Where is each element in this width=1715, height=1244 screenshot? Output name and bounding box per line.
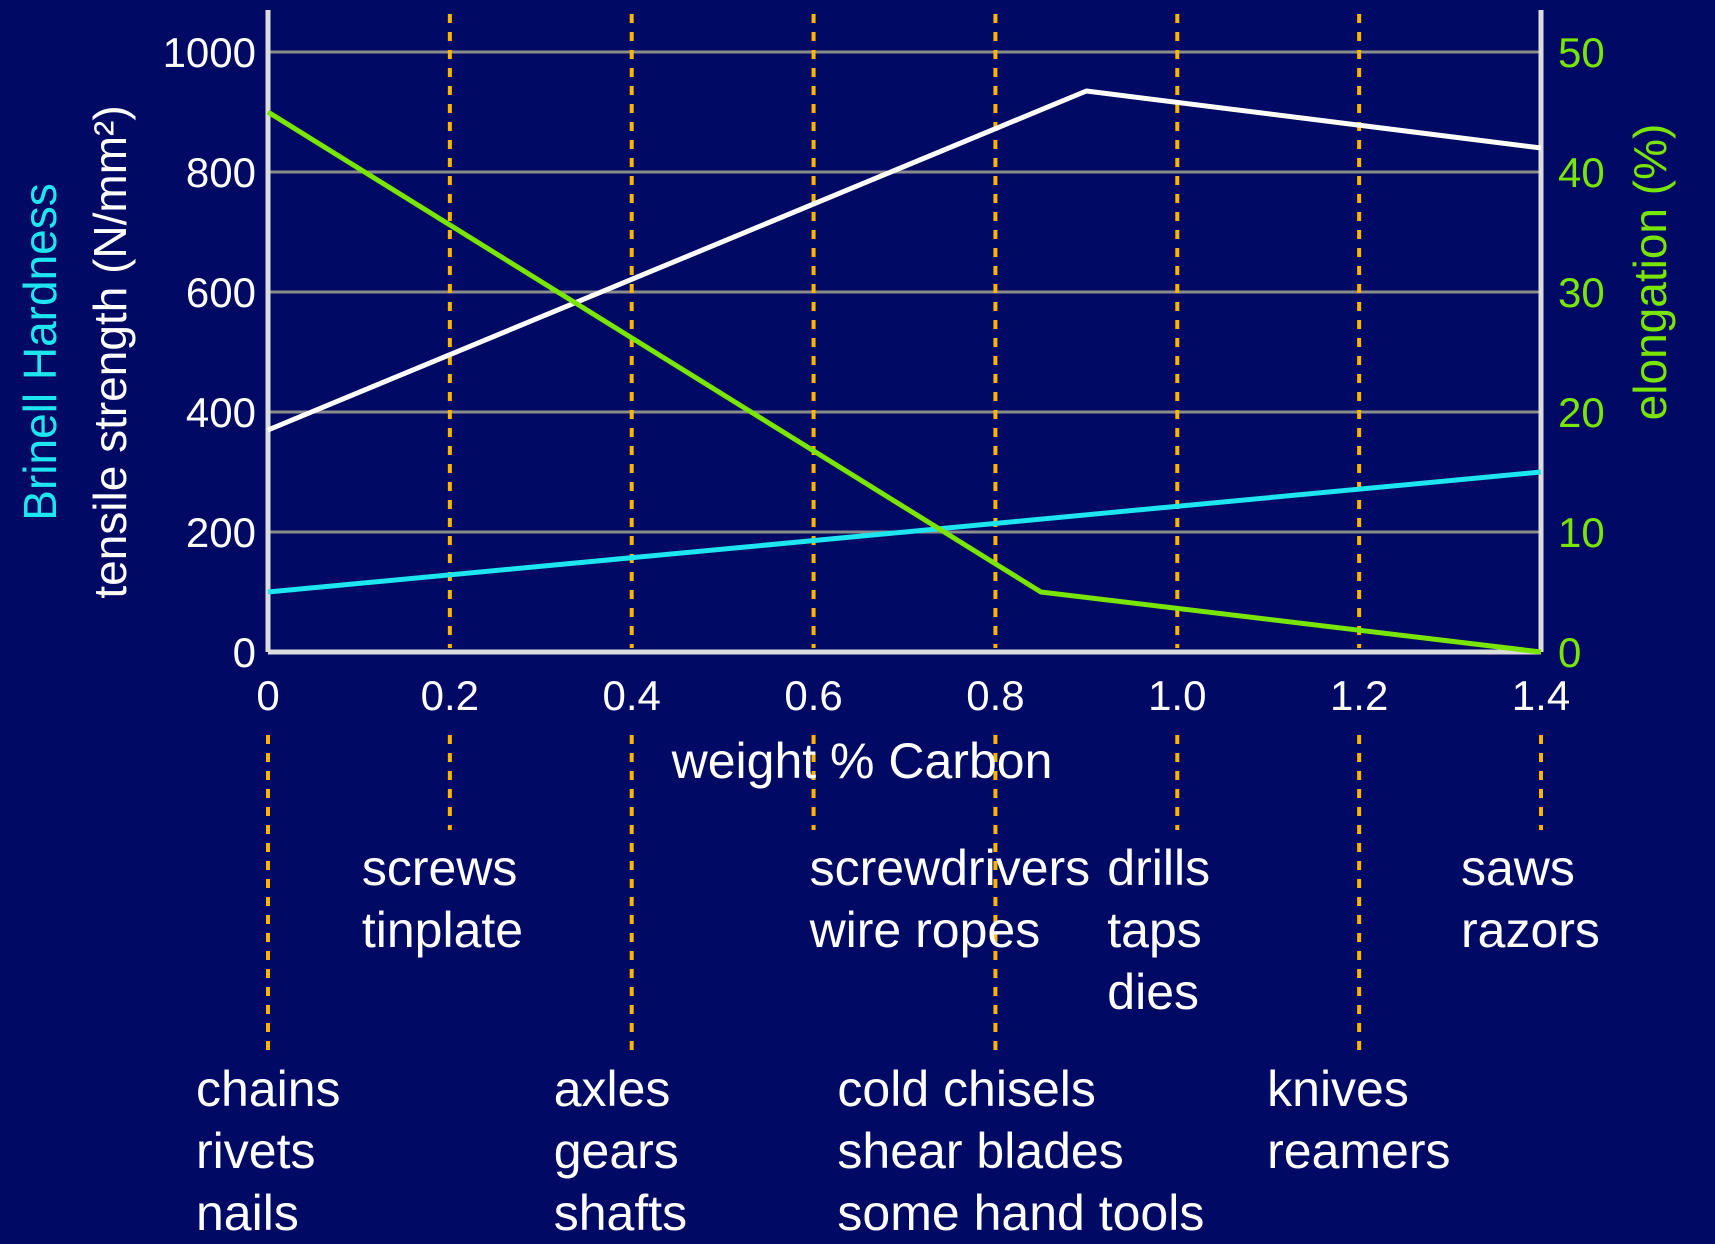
x-tick-label: 1.2 xyxy=(1330,672,1388,719)
application-label: screws tinplate xyxy=(362,837,523,961)
elongation-series-line xyxy=(266,109,1542,655)
application-item: screwdrivers xyxy=(809,840,1091,896)
application-item: tinplate xyxy=(361,902,524,958)
application-label: knives reamers xyxy=(1267,1058,1450,1182)
y-tick-label-right: 0 xyxy=(1558,629,1581,676)
y-axis-label-elongation: elongation (%) xyxy=(1624,124,1676,421)
application-item: nails xyxy=(196,1185,299,1241)
x-tick-label: 0.2 xyxy=(421,672,479,719)
y-tick-label-right: 50 xyxy=(1558,29,1605,76)
application-item: cold chisels xyxy=(837,1061,1096,1117)
application-item: knives xyxy=(1267,1061,1409,1117)
y-axis-label-tensile: tensile strength (N/mm²) xyxy=(84,105,136,598)
application-item: reamers xyxy=(1267,1123,1451,1179)
x-tick-label: 0.8 xyxy=(966,672,1024,719)
x-tick-label: 0.4 xyxy=(603,672,661,719)
application-label: screwdrivers wire ropes xyxy=(810,837,1091,961)
application-item: shafts xyxy=(553,1185,688,1241)
application-label: saws razors xyxy=(1461,837,1600,961)
application-item: saws xyxy=(1461,840,1575,896)
application-item: drills xyxy=(1107,840,1211,896)
tensile-strength-series-line xyxy=(267,88,1542,433)
y-tick-label-left: 400 xyxy=(186,389,256,436)
application-item: some hand tools xyxy=(837,1185,1205,1241)
application-item: gears xyxy=(553,1123,679,1179)
y-axis-label-hardness: Brinell Hardness xyxy=(14,183,66,520)
y-tick-label-left: 200 xyxy=(186,509,256,556)
hardness-series-line xyxy=(267,469,1542,595)
application-item: axles xyxy=(553,1061,671,1117)
y-tick-label-left: 0 xyxy=(233,629,256,676)
application-label: cold chisels shear blades some hand tools xyxy=(837,1058,1204,1244)
y-tick-label-left: 1000 xyxy=(163,29,256,76)
y-tick-label-right: 30 xyxy=(1558,269,1605,316)
application-item: screws xyxy=(361,840,518,896)
application-item: dies xyxy=(1107,964,1200,1020)
y-tick-label-right: 40 xyxy=(1558,149,1605,196)
application-label: chains rivets nails xyxy=(196,1058,341,1244)
x-tick-label: 1.0 xyxy=(1148,672,1206,719)
application-label: axles gears shafts xyxy=(554,1058,687,1244)
y-tick-label-left: 600 xyxy=(186,269,256,316)
application-label: drills taps dies xyxy=(1107,837,1210,1023)
application-item: wire ropes xyxy=(809,902,1041,958)
y-tick-label-left: 800 xyxy=(186,149,256,196)
application-item: razors xyxy=(1461,902,1600,958)
y-tick-label-right: 10 xyxy=(1558,509,1605,556)
x-axis-label: weight % Carbon xyxy=(671,733,1053,789)
application-item: rivets xyxy=(196,1123,316,1179)
x-tick-label: 0 xyxy=(256,672,279,719)
application-item: chains xyxy=(196,1061,341,1117)
y-tick-label-right: 20 xyxy=(1558,389,1605,436)
application-item: taps xyxy=(1107,902,1202,958)
application-item: shear blades xyxy=(837,1123,1124,1179)
x-tick-label: 0.6 xyxy=(784,672,842,719)
x-tick-label: 1.4 xyxy=(1512,672,1570,719)
